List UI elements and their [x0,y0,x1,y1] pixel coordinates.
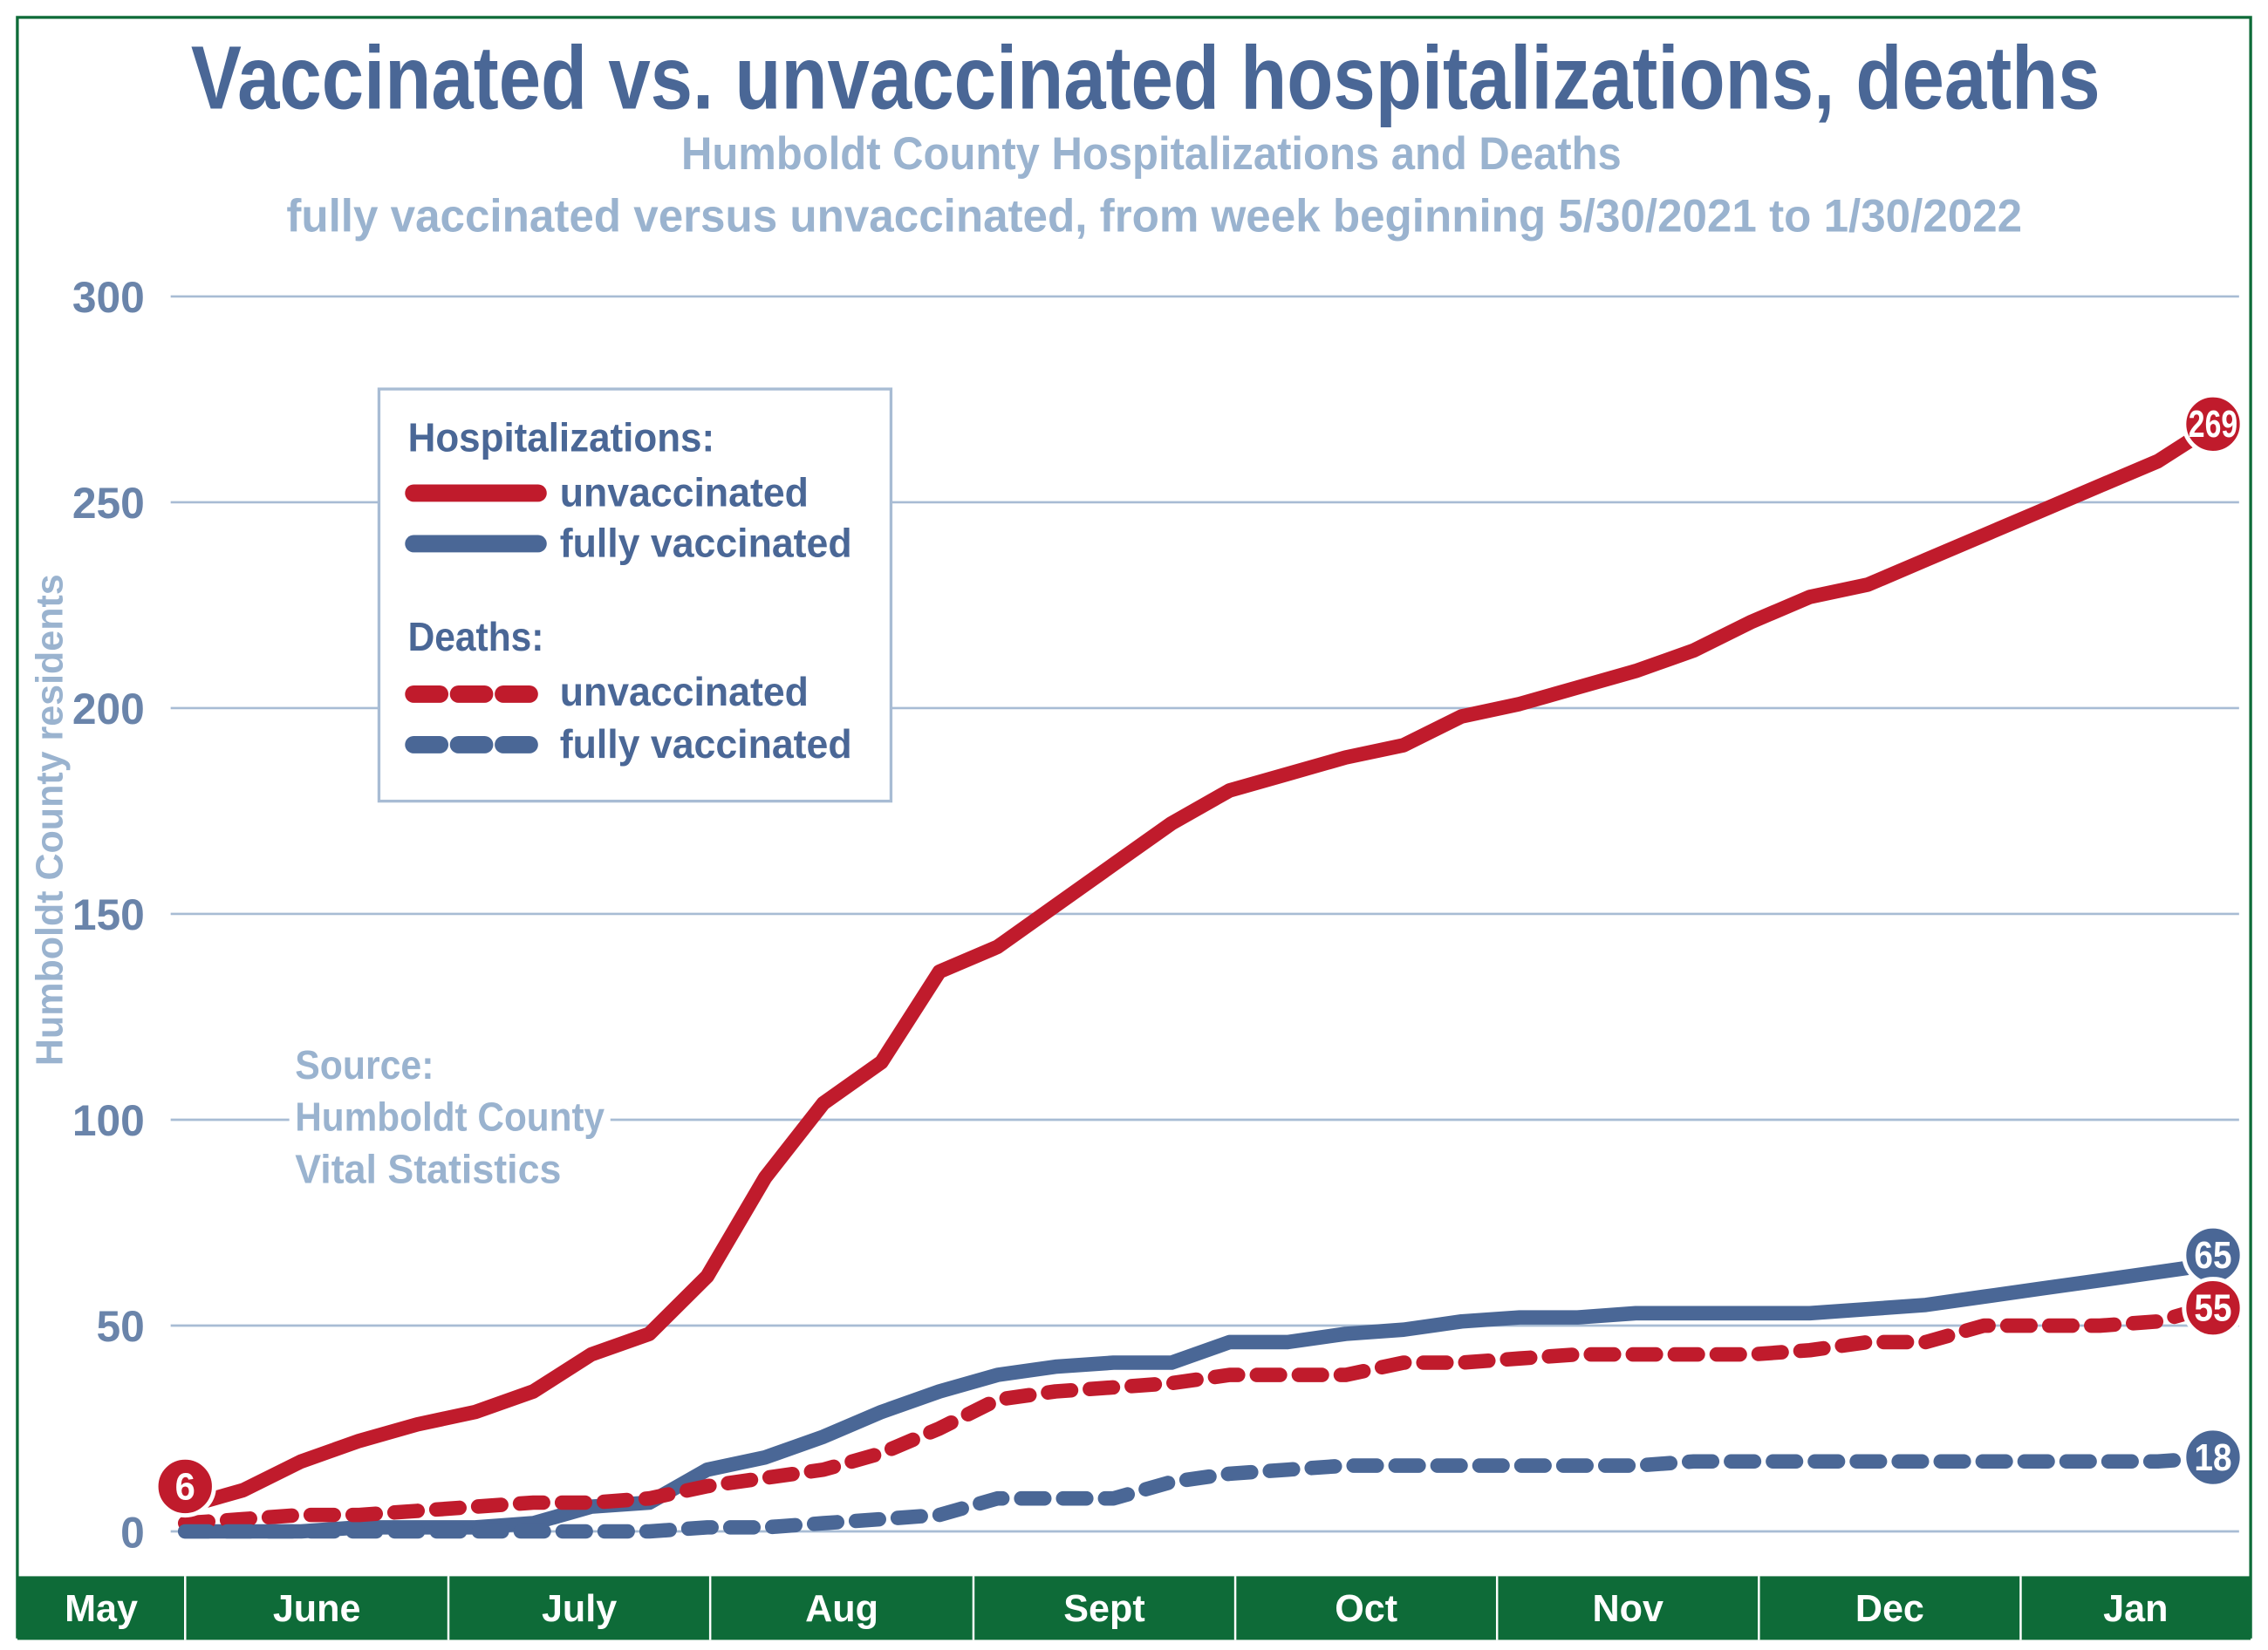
end-value-label: 18 [2194,1437,2231,1479]
month-label: Oct [1335,1588,1397,1630]
series-line-4 [177,1449,2224,1539]
month-label: Dec [1855,1588,1924,1630]
end-value-label: 65 [2194,1235,2231,1277]
legend-heading-hospitalizations: Hospitalizations: [408,414,715,460]
y-tick-label: 100 [72,1096,145,1145]
source-label: Source: [295,1042,434,1088]
month-label: Jan [2103,1588,2168,1630]
series-line-3 [177,1298,2224,1531]
source-line-1: Humboldt County [295,1094,605,1140]
source-note: Source: Humboldt County Vital Statistics [289,1038,611,1197]
y-tick-label: 50 [96,1302,144,1351]
legend-heading-deaths: Deaths: [408,614,544,659]
month-label: June [273,1588,361,1630]
month-band [17,1576,2251,1640]
legend-label-hosp-unvax: unvaccinated [560,469,809,515]
source-line-2: Vital Statistics [295,1146,561,1191]
chart-border [16,16,2252,1639]
series-line-2 [177,1256,2224,1539]
chart-title: Vaccinated vs. unvaccinated hospitalizat… [191,27,2101,127]
month-label: July [542,1588,617,1630]
end-value-label: 55 [2194,1288,2231,1330]
legend-label-hosp-vax: fully vaccinated [560,520,852,565]
end-value-label: 269 [2189,404,2237,446]
y-tick-labels: 0 50 100 150 200 250 300 [72,273,145,1557]
start-value-label: 6 [175,1466,195,1508]
y-tick-label: 250 [72,479,145,528]
y-tick-label: 200 [72,685,145,733]
y-axis-label: Humboldt County residents [29,574,71,1066]
legend-label-deaths-vax: fully vaccinated [560,721,852,767]
series-line-1 [177,416,2224,1514]
end-value-label-circle [2182,1426,2244,1489]
chart-subtitle-2: fully vaccinated versus unvaccinated, fr… [286,190,2022,242]
month-label: May [65,1588,138,1630]
end-value-label-circle [2182,1277,2244,1340]
month-label: Aug [805,1588,878,1630]
y-tick-label: 150 [72,890,145,939]
y-tick-label: 300 [72,273,145,322]
end-value-label-circle [2182,392,2244,455]
series-lines [177,416,2224,1539]
month-axis: May June July Aug Sept Oct Nov Dec Jan [17,1576,2251,1640]
chart-subtitle-1: Humboldt County Hospitalizations and Dea… [681,128,1622,180]
y-tick-label: 0 [120,1508,145,1557]
start-value-label-circle [154,1455,216,1518]
month-label: Sept [1063,1588,1144,1630]
legend: Hospitalizations: unvaccinated fully vac… [377,387,893,803]
month-label: Nov [1593,1588,1663,1630]
data-labels: 269 6 65 55 18 [154,392,2244,1518]
legend-label-deaths-unvax: unvaccinated [560,669,809,714]
